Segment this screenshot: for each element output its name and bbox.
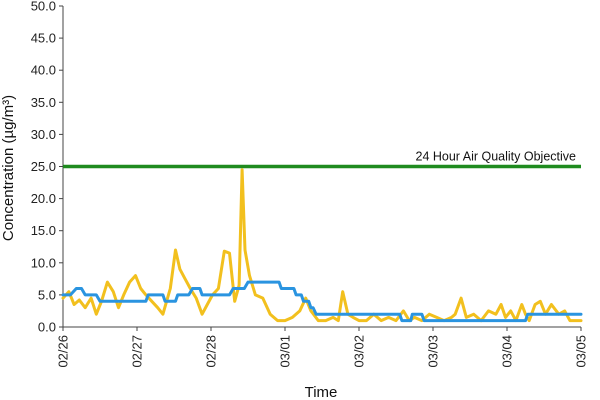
series-line-1 bbox=[61, 168, 583, 323]
x-tick-label: 02/26 bbox=[56, 335, 71, 368]
y-tick-label: 10.0 bbox=[31, 255, 56, 270]
series-group bbox=[61, 168, 583, 323]
y-tick-label: 25.0 bbox=[31, 159, 56, 174]
y-tick-label: 50.0 bbox=[31, 0, 56, 14]
y-tick-label: 30.0 bbox=[31, 127, 56, 142]
y-tick-label: 35.0 bbox=[31, 95, 56, 110]
reference-line-label: 24 Hour Air Quality Objective bbox=[416, 150, 577, 164]
y-tick-label: 40.0 bbox=[31, 63, 56, 78]
x-axis-title: Time bbox=[305, 384, 338, 400]
y-tick-label: 0.0 bbox=[38, 320, 56, 335]
x-tick-label: 03/04 bbox=[500, 335, 515, 368]
x-tick-label: 03/05 bbox=[574, 335, 589, 368]
x-tick-label: 03/02 bbox=[352, 335, 367, 368]
reference-line-group: 24 Hour Air Quality Objective bbox=[63, 150, 581, 169]
series-line-2 bbox=[61, 280, 583, 323]
x-tick-label: 02/28 bbox=[204, 335, 219, 368]
y-tick-label: 15.0 bbox=[31, 223, 56, 238]
y-axis-title: Concentration (µg/m³) bbox=[0, 95, 17, 241]
y-axis-ticks: 0.0 5.0 10.0 15.0 20.0 25.0 30.0 35.0 40.0 45.0 50… bbox=[31, 0, 63, 335]
x-tick-label: 02/27 bbox=[130, 335, 145, 368]
y-tick-label: 20.0 bbox=[31, 191, 56, 206]
x-tick-label: 03/01 bbox=[278, 335, 293, 368]
x-axis-ticks: 02/26 02/27 02/28 03/01 03/02 03/03 03/04 03/05 bbox=[56, 327, 589, 368]
y-tick-label: 5.0 bbox=[38, 287, 56, 302]
y-tick-label: 45.0 bbox=[31, 31, 56, 46]
x-tick-label: 03/03 bbox=[426, 335, 441, 368]
